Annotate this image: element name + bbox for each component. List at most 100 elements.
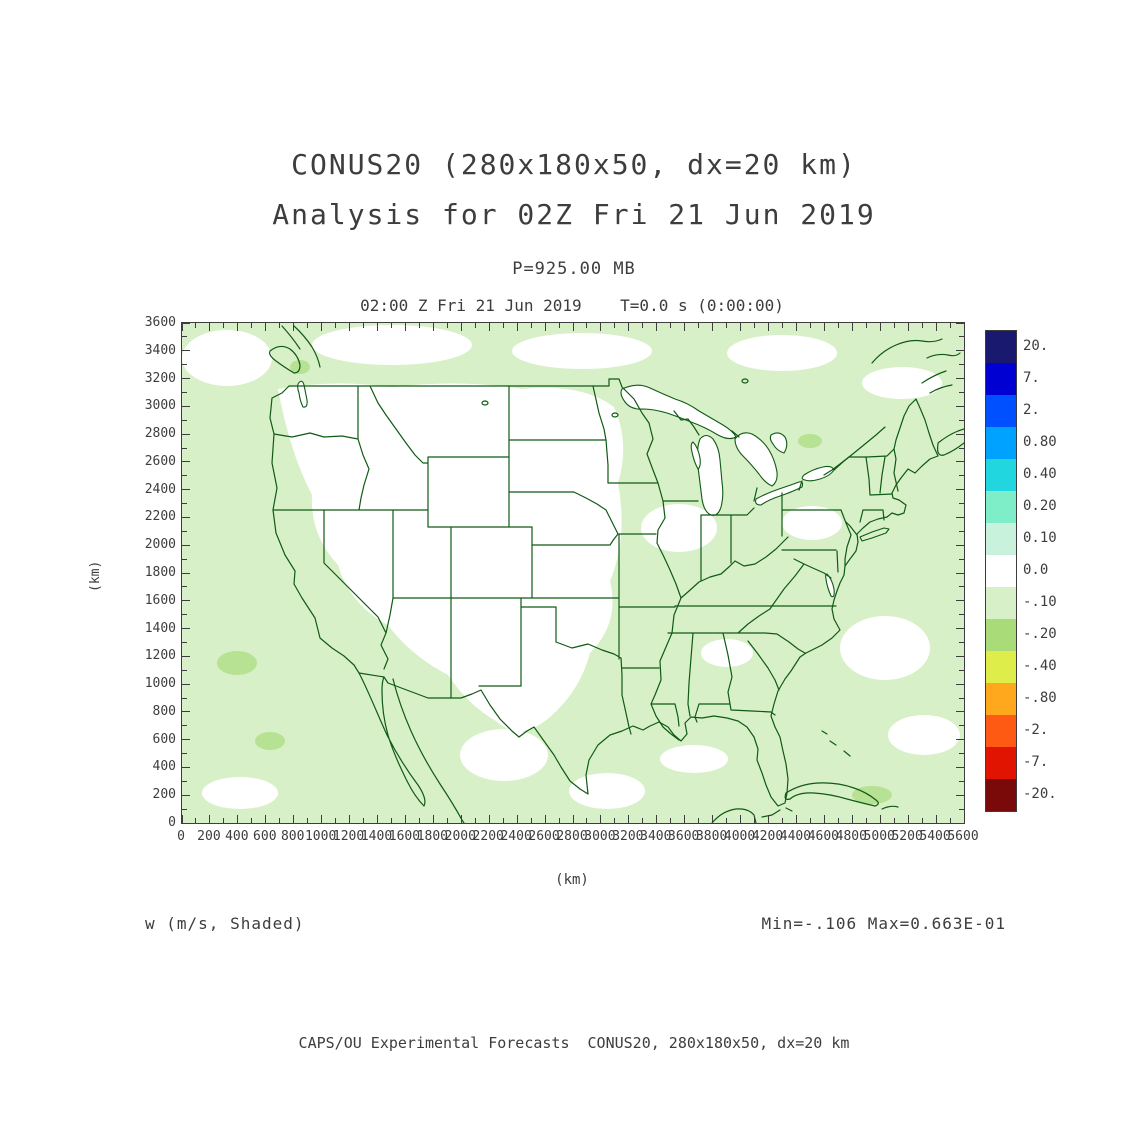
x-tick-label: 4600 — [807, 829, 839, 844]
y-tick-mark — [182, 461, 190, 463]
x-tick-label: 5400 — [919, 829, 951, 844]
footer-text: CAPS/OU Experimental Forecasts CONUS20, … — [298, 1034, 850, 1052]
y-tick-label: 2400 — [144, 481, 176, 497]
y-tick-mark — [182, 391, 187, 393]
x-tick-mark — [404, 323, 406, 331]
y-tick-mark — [959, 419, 964, 421]
x-tick-label: 3000 — [584, 829, 616, 844]
cuba-islands — [761, 730, 899, 818]
colorbar-labels: 20. 7. 2. 0.80 0.40 0.20 0.10 0.0 -.10 -.20 -.40 -.… — [1023, 330, 1113, 810]
x-tick-mark — [935, 323, 937, 331]
x-tick-mark — [446, 818, 448, 823]
x-tick-mark — [223, 323, 225, 328]
x-axis-unit: (km) — [555, 872, 589, 888]
x-tick-mark — [418, 323, 420, 328]
small-contour-specks — [481, 378, 749, 418]
x-tick-mark — [349, 323, 351, 331]
x-tick-label: 1600 — [388, 829, 421, 844]
y-tick-mark — [959, 669, 964, 671]
x-tick-mark — [670, 818, 672, 823]
colorbar-tick-label: 0.0 — [1023, 562, 1049, 578]
y-tick-label: 3600 — [144, 315, 176, 330]
plot-time-header: 02:00 Z Fri 21 Jun 2019 T=0.0 s (0:00:00… — [360, 296, 784, 315]
x-tick-mark — [837, 818, 839, 823]
mexico-baja-coast — [358, 672, 757, 823]
x-tick-mark — [740, 815, 742, 823]
y-tick-mark — [182, 405, 190, 407]
y-tick-mark — [956, 405, 964, 407]
x-tick-mark — [614, 818, 616, 823]
colorbar-segment — [986, 651, 1016, 683]
x-tick-mark — [879, 323, 881, 331]
colorbar-segment — [986, 395, 1016, 427]
colorbar-segment — [986, 683, 1016, 715]
x-tick-label: 2600 — [528, 829, 560, 844]
x-tick-mark — [181, 815, 183, 823]
y-tick-mark — [182, 766, 190, 768]
y-tick-label: 1200 — [144, 648, 176, 664]
y-tick-mark — [182, 350, 190, 352]
x-tick-mark — [684, 323, 686, 331]
great-lakes — [297, 380, 835, 598]
x-tick-label: 800 — [280, 829, 305, 844]
x-tick-mark — [781, 323, 783, 328]
x-tick-mark — [279, 323, 281, 328]
x-tick-label: 0 — [177, 829, 185, 844]
x-tick-mark — [432, 815, 434, 823]
x-tick-mark — [628, 815, 630, 823]
x-tick-mark — [949, 818, 951, 823]
y-tick-label: 2000 — [144, 537, 176, 553]
y-tick-mark — [182, 447, 187, 449]
x-tick-mark — [684, 815, 686, 823]
x-tick-mark — [293, 323, 295, 331]
y-tick-label: 800 — [152, 703, 176, 719]
x-tick-label: 5200 — [891, 829, 923, 844]
y-tick-mark — [956, 378, 964, 380]
y-tick-label: 400 — [152, 759, 176, 775]
page-title-line1: CONUS20 (280x180x50, dx=20 km) — [291, 148, 857, 181]
y-tick-mark — [182, 697, 187, 699]
field-label: w (m/s, Shaded) — [145, 914, 305, 933]
lake-superior — [620, 384, 737, 440]
x-tick-mark — [251, 323, 253, 328]
x-tick-mark — [223, 818, 225, 823]
y-tick-mark — [182, 489, 190, 491]
y-tick-mark — [956, 683, 964, 685]
x-tick-mark — [307, 818, 309, 823]
x-tick-mark — [712, 815, 714, 823]
y-tick-mark — [182, 544, 190, 546]
y-tick-mark — [956, 711, 964, 713]
x-tick-mark — [963, 323, 965, 331]
x-tick-label: 2000 — [444, 829, 476, 844]
x-tick-mark — [809, 818, 811, 823]
x-tick-mark — [698, 323, 700, 328]
x-tick-mark — [265, 323, 267, 331]
x-tick-mark — [390, 818, 392, 823]
colorbar-segment — [986, 459, 1016, 491]
x-tick-mark — [823, 815, 825, 823]
lake-ontario — [801, 465, 835, 482]
x-tick-label: 5000 — [863, 829, 895, 844]
x-tick-mark — [642, 323, 644, 328]
lake-connectors — [731, 430, 803, 502]
x-tick-mark — [712, 323, 714, 331]
x-tick-label: 4400 — [779, 829, 812, 844]
y-tick-label: 3200 — [144, 370, 176, 386]
colorbar-segment — [986, 587, 1016, 619]
colorbar-segment — [986, 747, 1016, 779]
x-tick-mark — [879, 815, 881, 823]
colorbar-tick-label: 20. — [1023, 338, 1049, 354]
y-tick-mark — [956, 766, 964, 768]
x-tick-mark — [558, 818, 560, 823]
x-tick-mark — [530, 818, 532, 823]
y-tick-mark — [956, 655, 964, 657]
x-tick-mark — [390, 323, 392, 328]
colorbar-segment — [986, 555, 1016, 587]
colorbar-segment — [986, 331, 1016, 363]
y-tick-mark — [956, 794, 964, 796]
y-tick-mark — [956, 461, 964, 463]
x-tick-mark — [768, 815, 769, 823]
y-tick-mark — [959, 780, 964, 782]
x-tick-mark — [865, 323, 867, 328]
x-tick-mark — [335, 323, 337, 328]
